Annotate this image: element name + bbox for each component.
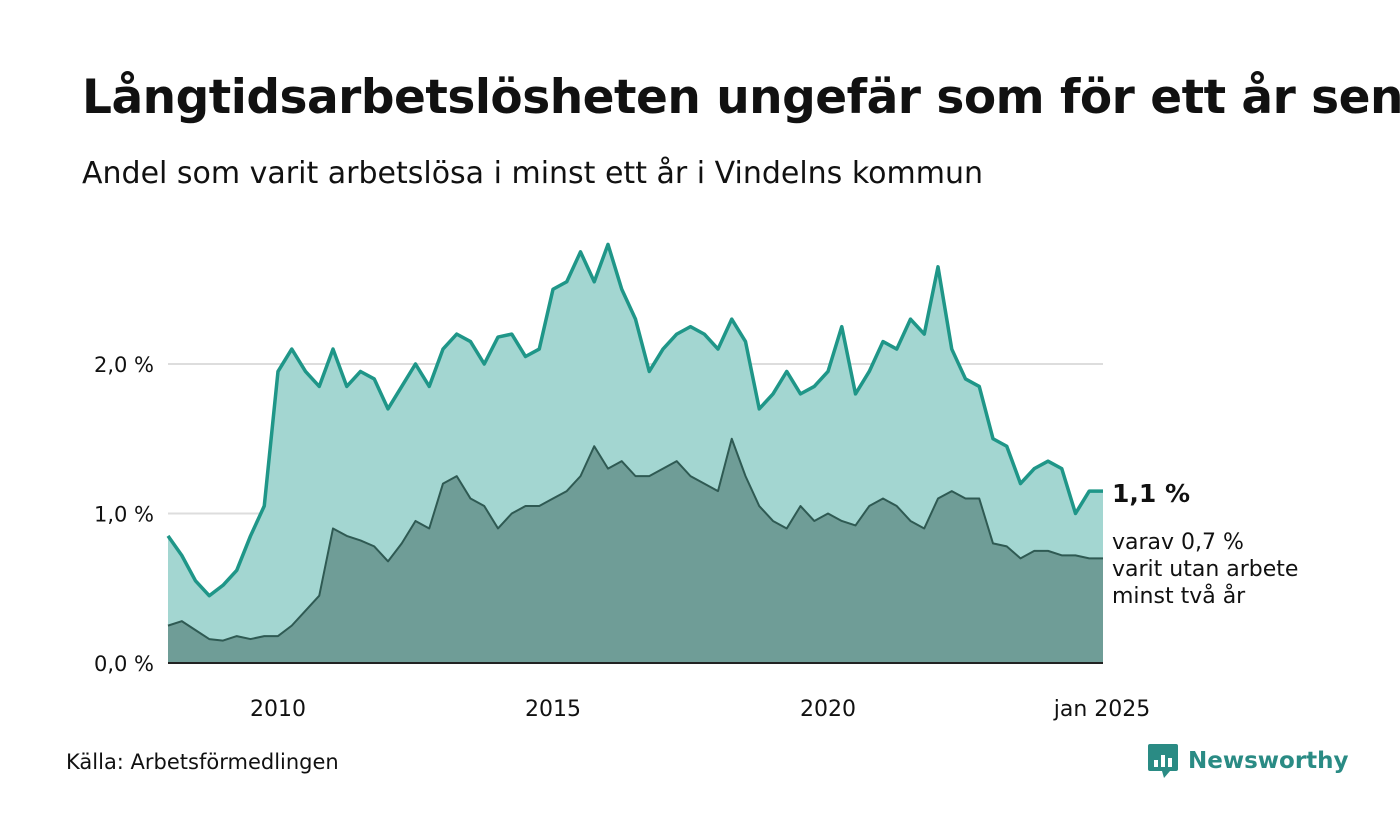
- sub-line: [167, 437, 1103, 642]
- sub-area: [168, 438, 1103, 663]
- latest-value-label: 1,1 %: [1112, 479, 1190, 508]
- x-tick-label: 2010: [250, 697, 306, 722]
- x-tick-label: 2020: [800, 697, 856, 722]
- source-note: Källa: Arbetsförmedlingen: [66, 750, 339, 774]
- chart-title: Långtidsarbetslösheten ungefär som för e…: [82, 70, 1400, 125]
- x-tick-label: jan 2025: [1053, 697, 1151, 722]
- y-tick-label: 1,0 %: [94, 503, 154, 527]
- sub-note-line: varav 0,7 %: [1112, 530, 1244, 555]
- total-line: [166, 242, 1103, 598]
- y-tick-label: 2,0 %: [94, 353, 154, 377]
- y-tick-label: 0,0 %: [94, 652, 154, 676]
- brand-logo[interactable]: Newsworthy: [1148, 744, 1349, 778]
- brand-name: Newsworthy: [1188, 748, 1349, 774]
- sub-note-line: varit utan arbete: [1112, 557, 1298, 582]
- sub-note-line: minst två år: [1112, 583, 1246, 609]
- chart-subtitle: Andel som varit arbetslösa i minst ett å…: [82, 156, 983, 191]
- x-tick-label: 2015: [525, 697, 581, 722]
- newsworthy-logo-icon: [1148, 744, 1178, 778]
